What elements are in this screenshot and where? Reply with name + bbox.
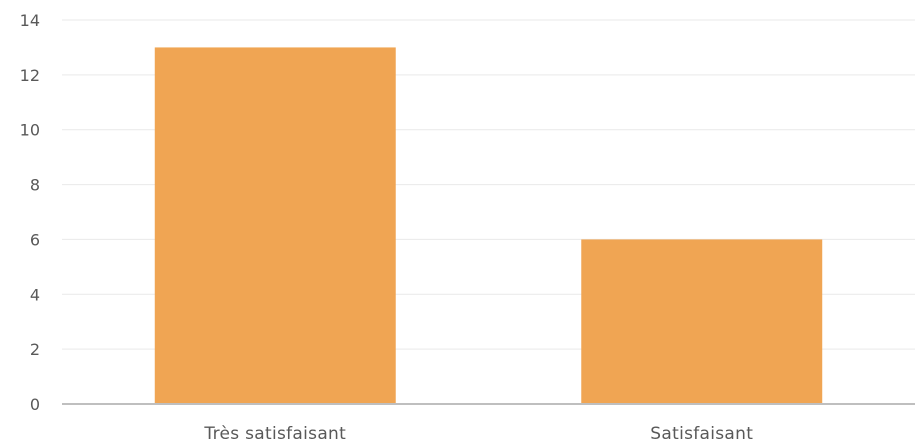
- y-axis-tick-labels: 0 2 4 6 8 10 12 14: [20, 11, 40, 414]
- x-category-label: Très satisfaisant: [203, 424, 346, 444]
- y-tick-label: 2: [30, 340, 40, 359]
- bar: [154, 47, 396, 405]
- x-axis-category-labels: Très satisfaisant Satisfaisant: [203, 424, 753, 444]
- y-tick-label: 10: [20, 121, 40, 140]
- y-tick-label: 4: [30, 285, 40, 304]
- x-category-label: Satisfaisant: [650, 424, 753, 444]
- y-tick-label: 14: [20, 11, 40, 30]
- y-tick-label: 12: [20, 66, 40, 85]
- bars: [154, 47, 823, 405]
- y-tick-label: 6: [30, 230, 40, 249]
- y-tick-label: 8: [30, 176, 40, 195]
- y-tick-label: 0: [30, 395, 40, 414]
- bar: [581, 239, 823, 404]
